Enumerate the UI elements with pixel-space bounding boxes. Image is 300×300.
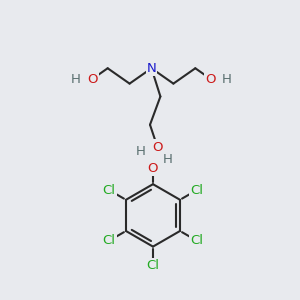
Text: O: O bbox=[148, 162, 158, 175]
Text: Cl: Cl bbox=[103, 184, 116, 196]
Text: H: H bbox=[71, 73, 81, 85]
Text: Cl: Cl bbox=[146, 260, 160, 272]
Text: N: N bbox=[147, 62, 156, 75]
Text: H: H bbox=[162, 153, 172, 166]
Text: O: O bbox=[87, 73, 98, 85]
Text: Cl: Cl bbox=[190, 184, 203, 196]
Text: O: O bbox=[206, 73, 216, 85]
Text: H: H bbox=[222, 73, 232, 85]
Text: Cl: Cl bbox=[103, 234, 116, 247]
Text: Cl: Cl bbox=[190, 234, 203, 247]
Text: H: H bbox=[136, 145, 146, 158]
Text: O: O bbox=[152, 140, 163, 154]
